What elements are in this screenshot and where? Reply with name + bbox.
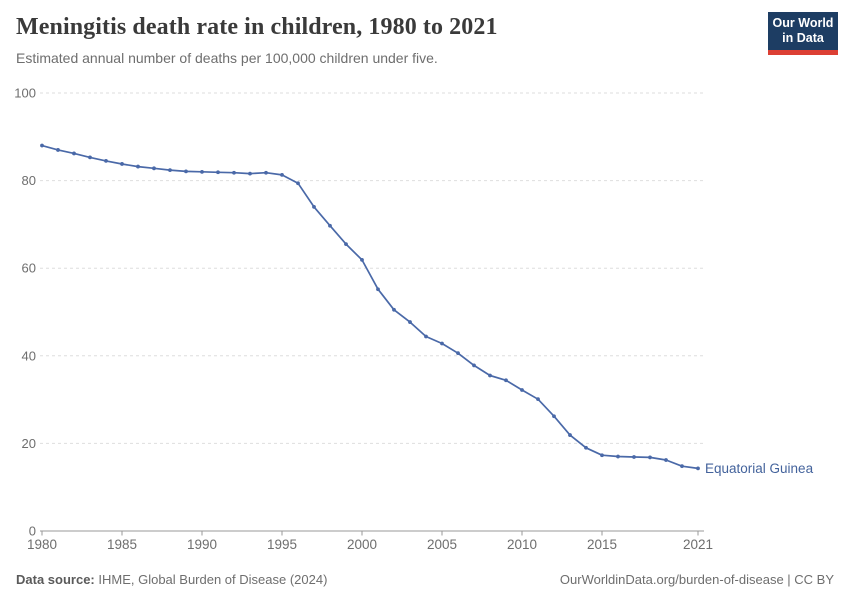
series-label[interactable]: Equatorial Guinea	[705, 461, 814, 476]
data-point	[664, 458, 668, 462]
x-tick-label-1985: 1985	[107, 537, 137, 552]
data-point	[200, 169, 204, 174]
y-tick-label-40: 40	[22, 348, 36, 363]
data-point	[392, 307, 396, 312]
chart-subtitle: Estimated annual number of deaths per 10…	[16, 50, 438, 66]
x-tick-label-2000: 2000	[347, 537, 377, 552]
x-tick-label-2021: 2021	[683, 537, 713, 552]
y-tick-label-60: 60	[22, 261, 36, 276]
y-tick-label-80: 80	[22, 173, 36, 188]
y-tick-label-0: 0	[29, 524, 36, 539]
data-point	[312, 204, 316, 209]
data-point	[600, 453, 604, 458]
x-tick-label-2015: 2015	[587, 537, 617, 552]
data-point	[584, 445, 588, 450]
y-tick-label-20: 20	[22, 436, 36, 451]
data-point	[488, 373, 492, 378]
data-point	[520, 388, 524, 392]
data-point	[632, 455, 636, 459]
chart-footer: Data source: IHME, Global Burden of Dise…	[0, 566, 850, 600]
series-line	[41, 144, 699, 470]
data-point	[680, 464, 684, 469]
data-point	[264, 170, 268, 175]
data-point	[280, 173, 284, 177]
data-point	[456, 351, 460, 356]
data-point	[328, 223, 332, 228]
data-point	[104, 158, 108, 163]
data-point	[296, 181, 300, 186]
data-point	[152, 166, 156, 171]
data-source-value: IHME, Global Burden of Disease (2024)	[94, 572, 328, 587]
x-tick-label-1990: 1990	[187, 537, 217, 552]
x-tick-label-1980: 1980	[27, 537, 57, 552]
data-point	[216, 170, 220, 175]
data-point	[248, 171, 252, 176]
data-point	[184, 169, 188, 174]
data-point	[344, 242, 348, 247]
data-point	[360, 257, 364, 262]
data-point	[424, 334, 428, 339]
footer-link[interactable]: OurWorldinData.org/burden-of-disease | C…	[559, 572, 834, 587]
data-source-label: Data source:	[16, 572, 95, 587]
data-point	[88, 155, 92, 160]
owid-logo-line1: Our World	[772, 16, 834, 30]
y-tick-label-100: 100	[14, 86, 36, 101]
data-point	[568, 433, 572, 437]
page-title: Meningitis death rate in children, 1980 …	[16, 14, 498, 40]
data-point	[552, 414, 556, 419]
data-point	[472, 363, 476, 368]
data-point	[616, 454, 620, 459]
data-point	[56, 148, 60, 152]
data-point	[504, 378, 508, 383]
x-tick-label-1995: 1995	[267, 537, 297, 552]
data-point	[696, 466, 700, 471]
data-point	[136, 164, 140, 169]
data-point	[648, 455, 652, 460]
owid-logo: Our World in Data	[768, 12, 838, 55]
data-point	[408, 320, 412, 324]
data-point	[120, 162, 124, 166]
owid-logo-line2: in Data	[782, 31, 824, 45]
data-point	[536, 397, 540, 402]
data-point	[168, 168, 172, 172]
data-source: Data source: IHME, Global Burden of Dise…	[16, 572, 327, 587]
data-point	[72, 151, 76, 156]
data-point	[376, 287, 380, 292]
data-point	[440, 341, 444, 346]
data-point	[232, 170, 236, 175]
data-point	[40, 143, 44, 148]
x-tick-label-2005: 2005	[427, 537, 457, 552]
x-tick-label-2010: 2010	[507, 537, 537, 552]
